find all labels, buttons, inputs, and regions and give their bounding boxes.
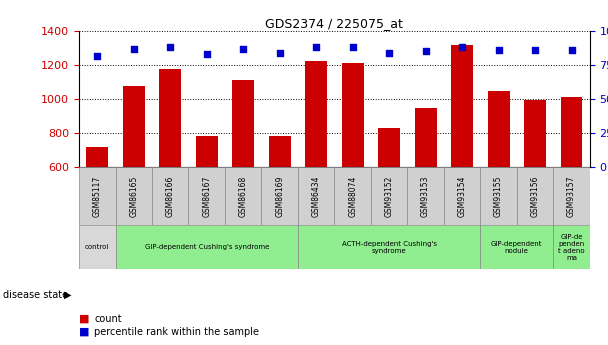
Point [129,46,139,51]
Bar [298,225,480,269]
Text: percentile rank within the sample: percentile rank within the sample [94,327,259,337]
Point [421,49,430,54]
Text: GSM86165: GSM86165 [130,176,138,217]
Text: GSM93157: GSM93157 [567,176,576,217]
Bar [524,100,546,167]
Bar [553,167,590,225]
Bar [451,45,473,167]
Bar [553,225,590,269]
Text: disease state: disease state [3,290,68,300]
Bar [86,147,108,167]
Bar [334,167,371,225]
Bar [561,97,582,167]
Bar [415,108,437,167]
Point [311,45,321,50]
Bar [79,225,116,269]
Text: ■: ■ [79,327,89,337]
Text: GIP-dependent Cushing's syndrome: GIP-dependent Cushing's syndrome [145,244,269,250]
Title: GDS2374 / 225075_at: GDS2374 / 225075_at [266,17,403,30]
Bar [517,167,553,225]
Point [202,51,212,57]
Bar [232,80,254,167]
Bar [116,225,298,269]
Text: GSM85117: GSM85117 [93,176,102,217]
Text: count: count [94,314,122,324]
Point [92,53,102,58]
Text: control: control [85,244,109,250]
Bar [79,167,116,225]
Bar [188,167,225,225]
Point [457,45,467,50]
Point [384,50,394,56]
Point [165,45,175,50]
Text: ■: ■ [79,314,89,324]
Bar [305,61,327,167]
Text: GSM86434: GSM86434 [312,176,320,217]
Text: ▶: ▶ [64,290,71,300]
Text: GIP-dependent
nodule: GIP-dependent nodule [491,241,542,254]
Bar [225,167,261,225]
Text: GSM93153: GSM93153 [421,176,430,217]
Text: GSM93152: GSM93152 [385,176,393,217]
Bar [159,69,181,167]
Bar [407,167,444,225]
Text: GSM93156: GSM93156 [531,176,539,217]
Text: GSM86166: GSM86166 [166,176,174,217]
Bar [480,225,553,269]
Text: ACTH-dependent Cushing's
syndrome: ACTH-dependent Cushing's syndrome [342,241,437,254]
Text: GSM86167: GSM86167 [202,176,211,217]
Bar [371,167,407,225]
Point [494,47,503,53]
Point [238,46,248,51]
Bar [298,167,334,225]
Bar [488,90,510,167]
Point [275,50,285,56]
Bar [123,86,145,167]
Bar [269,136,291,167]
Point [530,47,540,53]
Text: GSM93155: GSM93155 [494,176,503,217]
Bar [196,137,218,167]
Bar [152,167,188,225]
Text: GSM88074: GSM88074 [348,176,357,217]
Text: GSM93154: GSM93154 [458,176,466,217]
Bar [342,63,364,167]
Point [567,47,576,53]
Text: GIP-de
penden
t adeno
ma: GIP-de penden t adeno ma [558,234,585,261]
Point [348,45,358,50]
Bar [261,167,298,225]
Bar [480,167,517,225]
Bar [444,167,480,225]
Text: GSM86168: GSM86168 [239,176,247,217]
Bar [378,128,400,167]
Text: GSM86169: GSM86169 [275,176,284,217]
Bar [116,167,152,225]
